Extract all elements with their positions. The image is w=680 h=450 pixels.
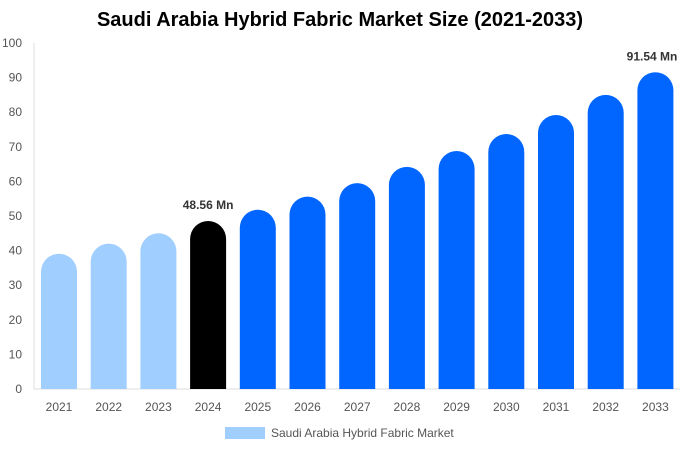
x-tick-label: 2022 [95, 400, 122, 414]
bar-2030 [488, 133, 525, 389]
bar-2027 [339, 183, 376, 389]
x-tick-label: 2030 [493, 400, 520, 414]
x-tick-label: 2028 [394, 400, 421, 414]
y-tick-label: 20 [9, 313, 23, 327]
y-tick-label: 30 [9, 278, 23, 292]
y-tick-label: 60 [9, 174, 23, 188]
y-tick-label: 40 [9, 244, 23, 258]
y-tick-label: 100 [2, 36, 22, 50]
bar-2022 [90, 243, 127, 389]
y-tick-label: 50 [9, 209, 23, 223]
bar-2032 [587, 94, 624, 389]
legend-swatch [225, 427, 265, 439]
x-tick-label: 2029 [443, 400, 470, 414]
data-label: 48.56 Mn [183, 198, 234, 212]
bar-2028 [388, 166, 425, 389]
x-tick-label: 2031 [543, 400, 570, 414]
x-tick-label: 2027 [344, 400, 371, 414]
y-tick-label: 0 [15, 382, 22, 396]
y-tick-label: 80 [9, 105, 23, 119]
bar-2033 [637, 72, 674, 389]
x-tick-label: 2021 [46, 400, 73, 414]
x-tick-label: 2025 [244, 400, 271, 414]
bar-2029 [438, 150, 475, 389]
x-tick-label: 2024 [195, 400, 222, 414]
x-tick-label: 2026 [294, 400, 321, 414]
bar-2025 [239, 209, 276, 389]
data-label: 91.54 Mn [627, 49, 678, 63]
y-tick-label: 70 [9, 140, 23, 154]
y-tick-label: 90 [9, 71, 23, 85]
bar-2021 [41, 253, 77, 389]
bar-2023 [140, 233, 177, 389]
chart-title: Saudi Arabia Hybrid Fabric Market Size (… [96, 9, 584, 31]
legend-label: Saudi Arabia Hybrid Fabric Market [271, 426, 454, 440]
x-tick-label: 2032 [592, 400, 619, 414]
x-tick-label: 2023 [145, 400, 172, 414]
bar-2024 [190, 220, 227, 389]
y-tick-label: 10 [9, 347, 23, 361]
x-tick-label: 2033 [642, 400, 669, 414]
legend: Saudi Arabia Hybrid Fabric Market [225, 426, 454, 440]
bar-2031 [538, 114, 574, 389]
bar-2026 [289, 196, 326, 389]
